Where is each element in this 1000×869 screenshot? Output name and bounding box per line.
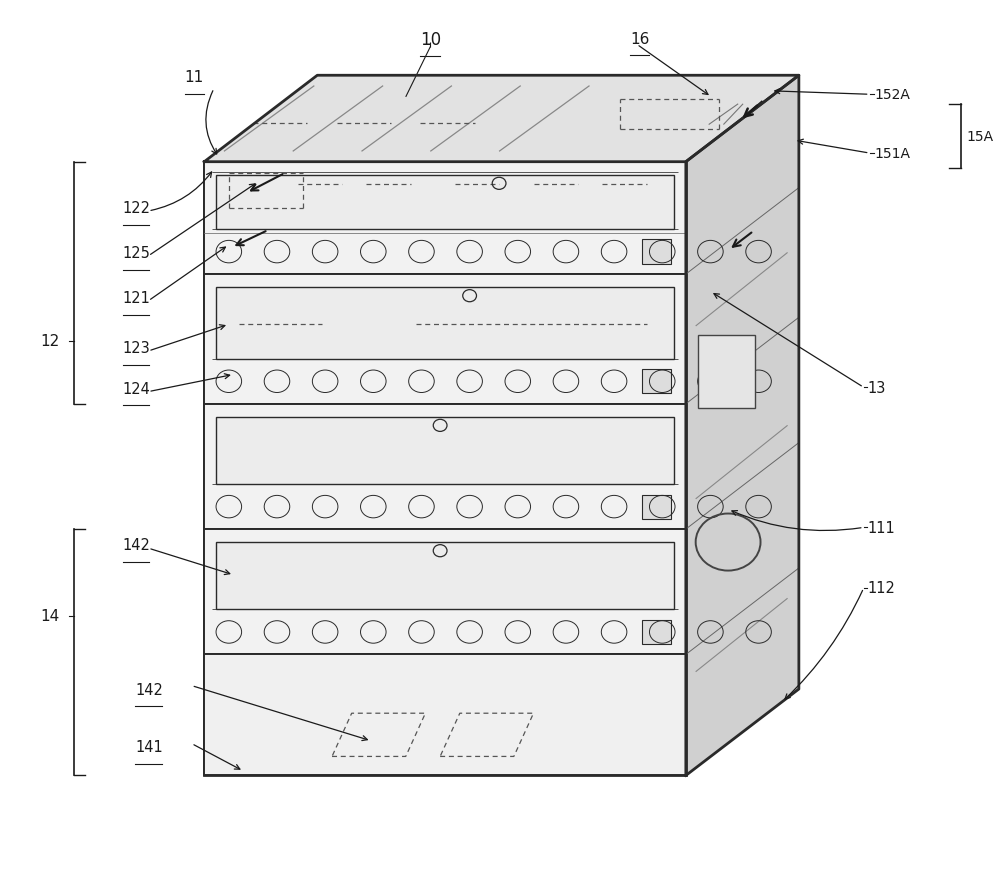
Polygon shape (686, 76, 799, 775)
Text: 11: 11 (185, 70, 204, 85)
Bar (642, 495, 671, 519)
Bar (216, 176, 674, 230)
Text: 15A: 15A (966, 129, 993, 143)
Bar (216, 542, 674, 610)
Bar (204, 163, 686, 275)
Bar (204, 404, 686, 529)
Bar (204, 163, 686, 775)
Text: 124: 124 (123, 381, 151, 396)
Text: 142: 142 (123, 538, 151, 553)
Text: 151A: 151A (875, 147, 911, 161)
Text: 16: 16 (630, 31, 649, 47)
Bar (216, 288, 674, 360)
Text: 152A: 152A (875, 88, 910, 103)
Text: 121: 121 (123, 290, 151, 306)
Text: 10: 10 (420, 31, 441, 49)
Bar (216, 417, 674, 485)
Text: 13: 13 (868, 381, 886, 395)
Text: 141: 141 (135, 740, 163, 754)
Bar (642, 240, 671, 264)
Bar (204, 275, 686, 404)
Text: 123: 123 (123, 341, 150, 355)
Bar (642, 369, 671, 394)
Text: 112: 112 (868, 580, 896, 595)
Bar (204, 654, 686, 775)
Polygon shape (204, 76, 799, 163)
Bar (642, 620, 671, 644)
Text: 12: 12 (40, 334, 60, 348)
Bar (698, 335, 755, 408)
Text: 122: 122 (123, 201, 151, 216)
Text: 142: 142 (135, 681, 163, 697)
Text: 14: 14 (40, 608, 60, 623)
Text: 125: 125 (123, 246, 151, 261)
Bar (204, 529, 686, 654)
Text: 111: 111 (868, 521, 895, 535)
